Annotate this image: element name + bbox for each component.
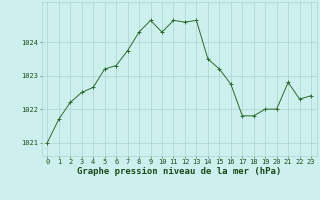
X-axis label: Graphe pression niveau de la mer (hPa): Graphe pression niveau de la mer (hPa) xyxy=(77,167,281,176)
